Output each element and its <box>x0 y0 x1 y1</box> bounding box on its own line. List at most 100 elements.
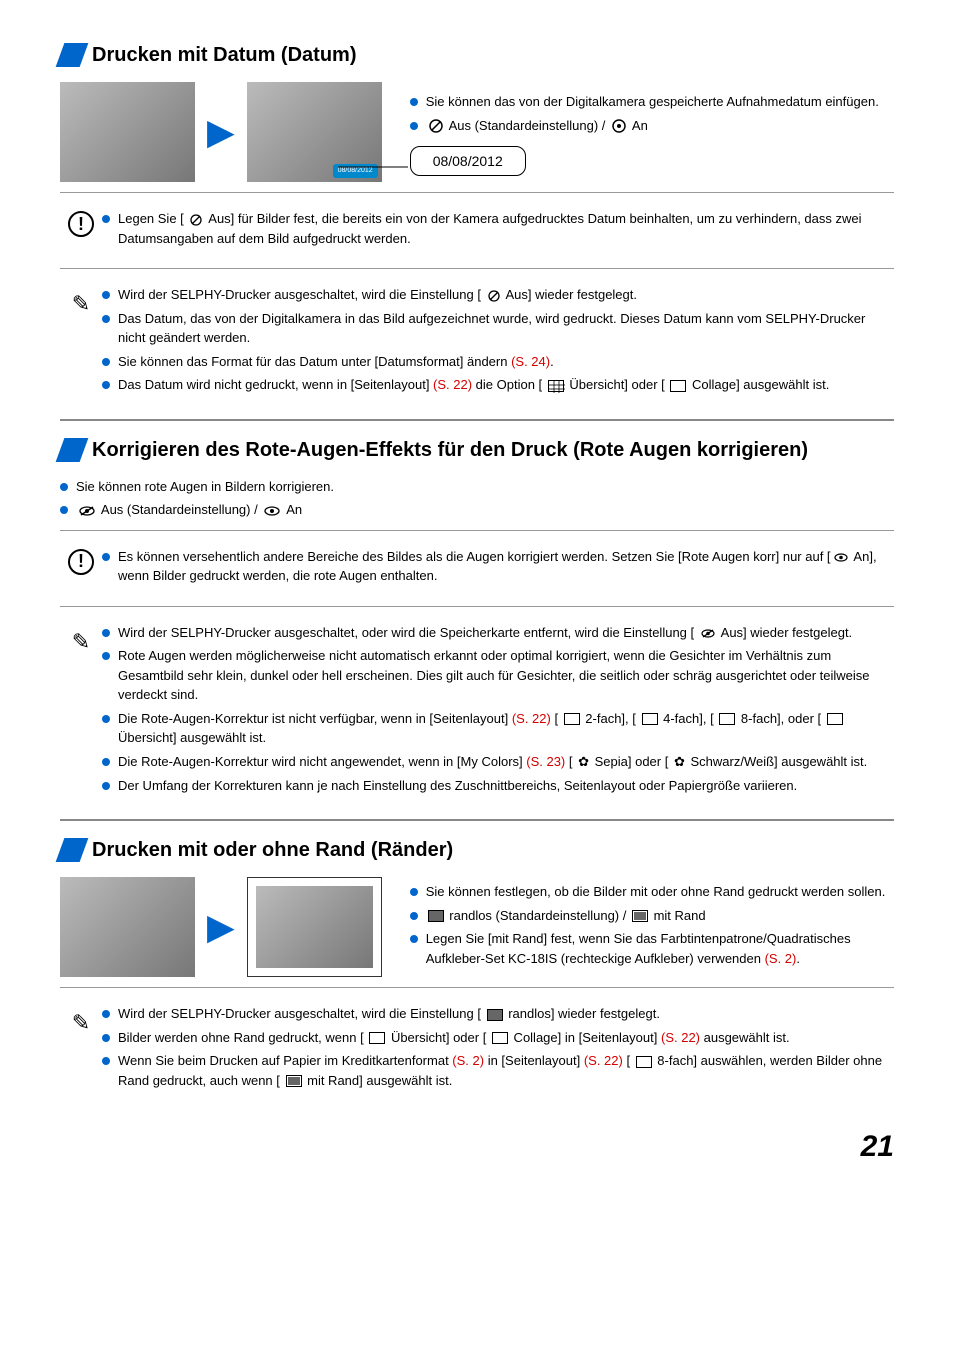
bullet-icon <box>60 483 68 491</box>
borderless-icon <box>487 1009 503 1021</box>
section-header: Korrigieren des Rote-Augen-Effekts für d… <box>60 435 894 465</box>
grid-icon <box>369 1032 385 1044</box>
warn-text: Es können versehentlich andere Bereiche … <box>118 547 894 586</box>
note-text: Der Umfang der Korrekturen kann je nach … <box>118 776 797 796</box>
bordered-icon <box>286 1075 302 1087</box>
bullet-icon <box>102 652 110 660</box>
bullet-icon <box>102 758 110 766</box>
warning-icon: ! <box>68 549 94 575</box>
pencil-icon: ✎ <box>72 1006 90 1039</box>
bullet-text: randlos (Standardeinstellung) / mit Rand <box>426 906 706 926</box>
section-header: Drucken mit Datum (Datum) <box>60 40 894 70</box>
section-title: Drucken mit Datum (Datum) <box>92 40 356 70</box>
bullet-icon <box>410 122 418 130</box>
divider <box>60 268 894 269</box>
divider-heavy <box>60 419 894 421</box>
layout-2-icon <box>564 713 580 725</box>
pencil-icon: ✎ <box>72 287 90 320</box>
divider <box>60 530 894 531</box>
blue-tab-icon <box>56 438 89 462</box>
page-ref[interactable]: (S. 22) <box>584 1053 623 1068</box>
page-ref[interactable]: (S. 24) <box>511 354 550 369</box>
arrow-icon: ▶ <box>207 900 235 954</box>
page-ref[interactable]: (S. 23) <box>526 754 565 769</box>
bullet-text: Sie können das von der Digitalkamera ges… <box>426 92 879 112</box>
bullet-icon <box>102 1010 110 1018</box>
photo-description: Sie können das von der Digitalkamera ges… <box>394 92 894 172</box>
note-block: ✎ Wird der SELPHY-Drucker ausgeschaltet,… <box>60 617 894 806</box>
borderless-icon <box>428 910 444 922</box>
page-number: 21 <box>60 1124 894 1169</box>
eye-off-icon <box>78 505 96 517</box>
bullet-text: Sie können festlegen, ob die Bilder mit … <box>426 882 886 902</box>
bullet-icon <box>102 215 110 223</box>
clock-off-icon <box>487 289 501 303</box>
grid-icon <box>548 380 564 392</box>
pencil-icon: ✎ <box>72 625 90 658</box>
bullet-icon <box>410 912 418 920</box>
bullet-icon <box>102 553 110 561</box>
page-ref[interactable]: (S. 22) <box>433 377 472 392</box>
clock-off-icon <box>189 213 203 227</box>
layout-8-icon <box>719 713 735 725</box>
note-text: Die Rote-Augen-Korrektur wird nicht ange… <box>118 752 867 772</box>
note-text: Bilder werden ohne Rand gedruckt, wenn [… <box>118 1028 790 1048</box>
eye-on-icon <box>263 505 281 517</box>
photo-bordered <box>256 886 373 968</box>
bullet-icon <box>410 98 418 106</box>
page-ref[interactable]: (S. 2) <box>765 951 797 966</box>
photo-bordered-wrapper <box>247 877 382 977</box>
bullet-icon <box>102 782 110 790</box>
bullet-icon <box>102 1034 110 1042</box>
note-text: Wird der SELPHY-Drucker ausgeschaltet, o… <box>118 623 852 643</box>
note-text: Die Rote-Augen-Korrektur ist nicht verfü… <box>118 709 894 748</box>
bullet-icon <box>102 291 110 299</box>
divider <box>60 192 894 193</box>
collage-icon <box>670 380 686 392</box>
note-text: Das Datum, das von der Digitalkamera in … <box>118 309 894 348</box>
note-text: Sie können das Format für das Datum unte… <box>118 352 554 372</box>
bullet-icon <box>102 381 110 389</box>
page-ref[interactable]: (S. 22) <box>661 1030 700 1045</box>
bullet-text: Aus (Standardeinstellung) / An <box>76 500 302 520</box>
warning-block: ! Es können versehentlich andere Bereich… <box>60 541 894 596</box>
blue-tab-icon <box>56 43 89 67</box>
page-ref[interactable]: (S. 2) <box>452 1053 484 1068</box>
note-text: Wenn Sie beim Drucken auf Papier im Kred… <box>118 1051 894 1090</box>
collage-icon <box>492 1032 508 1044</box>
warning-block: ! Legen Sie [ Aus] für Bilder fest, die … <box>60 203 894 258</box>
bordered-icon <box>632 910 648 922</box>
section-title: Korrigieren des Rote-Augen-Effekts für d… <box>92 435 808 465</box>
bullet-icon <box>102 629 110 637</box>
layout-8-icon <box>636 1056 652 1068</box>
photo-before <box>60 82 195 182</box>
note-block: ✎ Wird der SELPHY-Drucker ausgeschaltet,… <box>60 279 894 405</box>
bullet-icon <box>410 935 418 943</box>
bw-icon: ✿ <box>674 752 685 772</box>
photo-description: Sie können festlegen, ob die Bilder mit … <box>394 882 894 972</box>
connector-line-icon <box>338 157 410 177</box>
divider-heavy <box>60 819 894 821</box>
divider <box>60 987 894 988</box>
arrow-icon: ▶ <box>207 105 235 159</box>
bullet-icon <box>60 506 68 514</box>
clock-off-icon <box>428 118 444 134</box>
date-callout: 08/08/2012 <box>410 146 526 176</box>
eye-off-icon <box>700 628 716 639</box>
warning-icon: ! <box>68 211 94 237</box>
sepia-icon: ✿ <box>578 752 589 772</box>
grid-icon <box>827 713 843 725</box>
note-text: Wird der SELPHY-Drucker ausgeschaltet, w… <box>118 285 637 305</box>
bullet-icon <box>410 888 418 896</box>
bullet-icon <box>102 1057 110 1065</box>
bullet-icon <box>102 315 110 323</box>
photo-comparison-area: ▶ Sie können festlegen, ob die Bilder mi… <box>60 877 894 977</box>
bullet-text: Sie können rote Augen in Bildern korrigi… <box>76 477 334 497</box>
blue-tab-icon <box>56 838 89 862</box>
layout-4-icon <box>642 713 658 725</box>
note-text: Rote Augen werden möglicherweise nicht a… <box>118 646 894 705</box>
setting-line: Aus (Standardeinstellung) / An <box>426 116 648 136</box>
page-ref[interactable]: (S. 22) <box>512 711 551 726</box>
section-bullets: Sie können rote Augen in Bildern korrigi… <box>60 477 894 520</box>
bullet-icon <box>102 715 110 723</box>
